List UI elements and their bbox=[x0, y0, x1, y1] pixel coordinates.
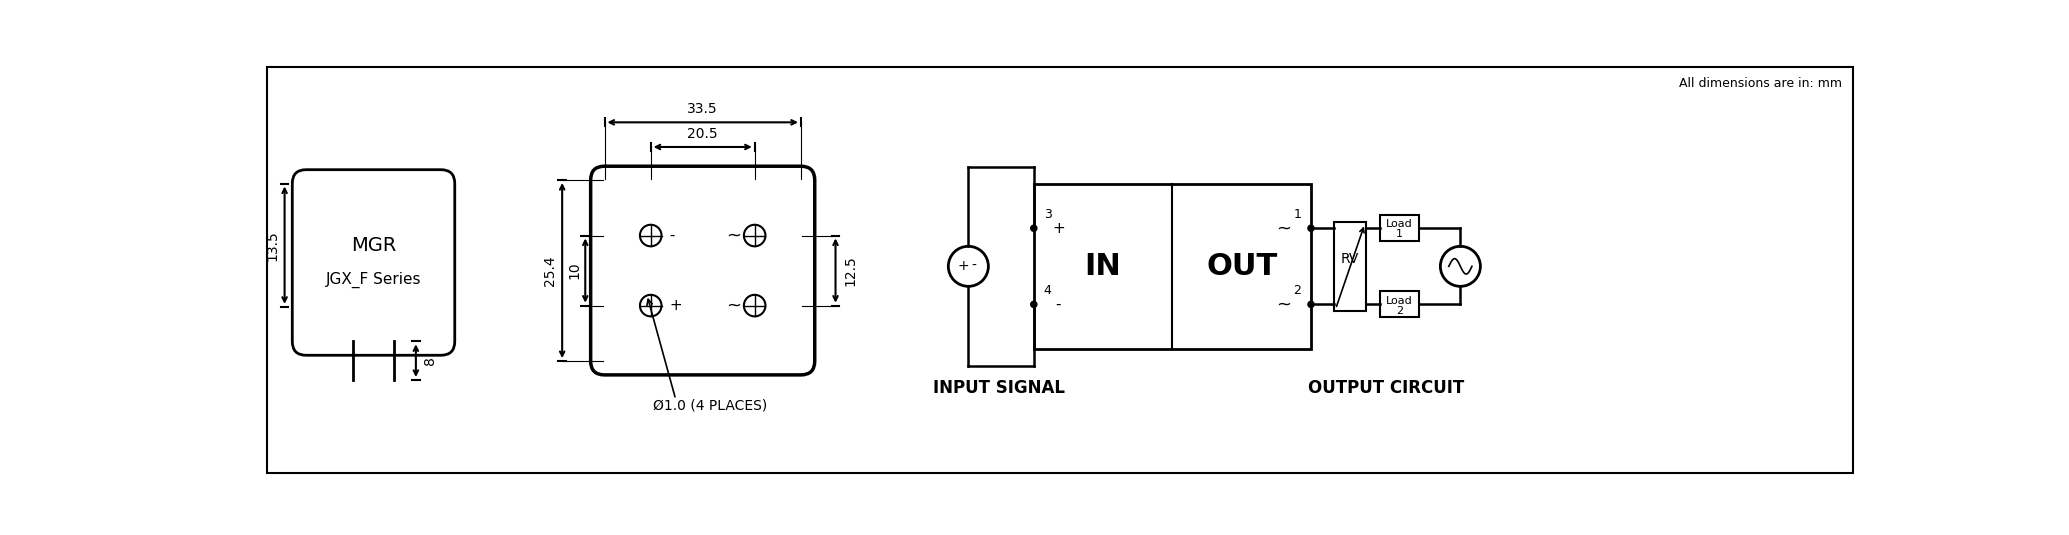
Text: OUTPUT CIRCUIT: OUTPUT CIRCUIT bbox=[1308, 379, 1463, 396]
Circle shape bbox=[1308, 225, 1314, 231]
Text: Ø1.0 (4 PLACES): Ø1.0 (4 PLACES) bbox=[654, 399, 768, 412]
Text: +: + bbox=[664, 298, 683, 313]
Text: 2: 2 bbox=[1293, 284, 1301, 297]
Circle shape bbox=[1308, 301, 1314, 308]
Text: 4: 4 bbox=[1043, 284, 1051, 297]
Text: Load: Load bbox=[1386, 295, 1413, 305]
Text: +: + bbox=[1051, 221, 1066, 236]
Text: +: + bbox=[958, 259, 968, 273]
Text: 20.5: 20.5 bbox=[687, 127, 718, 141]
Text: ~: ~ bbox=[1277, 219, 1291, 237]
Text: JGX_F Series: JGX_F Series bbox=[325, 271, 422, 287]
Text: -: - bbox=[664, 228, 674, 243]
Text: 25.4: 25.4 bbox=[542, 255, 557, 286]
Text: OUT: OUT bbox=[1206, 252, 1277, 281]
Text: 2: 2 bbox=[1397, 305, 1403, 316]
Circle shape bbox=[1030, 301, 1037, 308]
Bar bbox=[1335, 222, 1366, 310]
Text: 1: 1 bbox=[1293, 208, 1301, 221]
Text: ~: ~ bbox=[726, 296, 741, 315]
Text: ~: ~ bbox=[1277, 295, 1291, 314]
Text: 8: 8 bbox=[422, 356, 437, 365]
Text: 33.5: 33.5 bbox=[687, 102, 718, 116]
Text: 13.5: 13.5 bbox=[265, 230, 279, 261]
Text: All dimensions are in: mm: All dimensions are in: mm bbox=[1680, 77, 1841, 90]
Bar bbox=[1380, 215, 1419, 241]
Text: 3: 3 bbox=[1043, 208, 1051, 221]
Text: INPUT SIGNAL: INPUT SIGNAL bbox=[933, 379, 1066, 396]
Text: -: - bbox=[1055, 297, 1061, 312]
Text: RV: RV bbox=[1341, 251, 1359, 265]
Text: -: - bbox=[970, 259, 977, 273]
Text: IN: IN bbox=[1084, 252, 1121, 281]
Text: MGR: MGR bbox=[352, 236, 395, 255]
Text: 10: 10 bbox=[567, 262, 581, 279]
FancyBboxPatch shape bbox=[292, 170, 455, 355]
Text: ~: ~ bbox=[726, 226, 741, 244]
Circle shape bbox=[1030, 225, 1037, 231]
Bar bbox=[1380, 292, 1419, 317]
Bar bbox=[1034, 184, 1312, 349]
Text: 12.5: 12.5 bbox=[844, 255, 859, 286]
Text: Load: Load bbox=[1386, 219, 1413, 230]
FancyBboxPatch shape bbox=[590, 166, 815, 375]
Text: 1: 1 bbox=[1397, 230, 1403, 239]
